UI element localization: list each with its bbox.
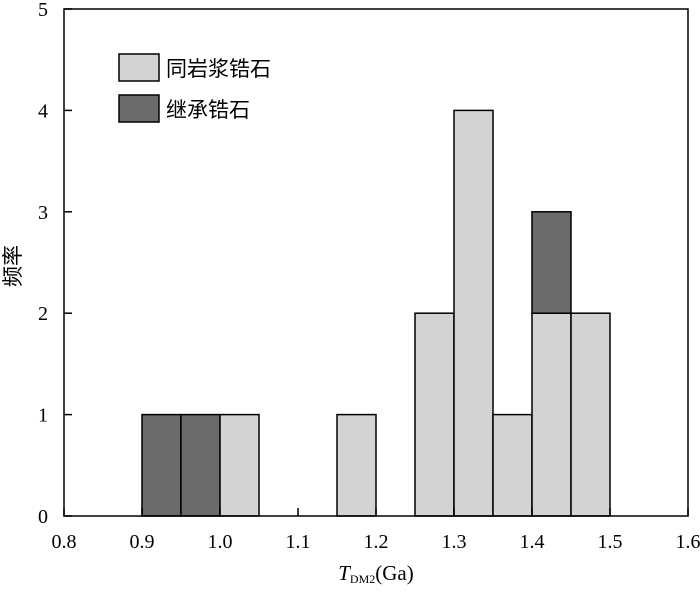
- bar-syn-magmatic-1.25: [414, 312, 455, 517]
- bar-inherited-0.90: [141, 413, 182, 517]
- bar-inherited-1.40: [531, 211, 572, 314]
- legend-swatch: [118, 94, 160, 123]
- legend-label: 同岩浆锆石: [166, 57, 271, 81]
- bar-syn-magmatic-1.15: [336, 413, 377, 517]
- legend-label: 继承锆石: [166, 98, 250, 122]
- bar-syn-magmatic-1.00: [219, 413, 260, 517]
- ticks-layer: 0.8 0.9 1.0 1.1 1.2 1.3 1.4 1.5 1.6 0 1 2 3 4 5: [38, 0, 700, 553]
- legend-swatch: [118, 53, 160, 82]
- x-axis-title: TDM2(Ga): [338, 561, 414, 586]
- y-tick-label: 4: [38, 100, 48, 122]
- y-tick-label: 3: [38, 202, 48, 224]
- x-tick-label: 1.4: [520, 531, 545, 553]
- x-tick-label: 1.2: [364, 531, 389, 553]
- bar-syn-magmatic-1.30: [453, 109, 494, 517]
- y-tick-label: 1: [38, 405, 48, 427]
- x-tick-label: 1.1: [286, 531, 311, 553]
- bar-syn-magmatic-1.35: [492, 413, 533, 517]
- x-axis-title-unit: (Ga): [375, 561, 413, 585]
- y-axis-title: 频率: [1, 245, 25, 287]
- y-tick-label: 0: [38, 506, 48, 528]
- y-tick-label: 2: [38, 303, 48, 325]
- bar-syn-magmatic-1.45: [570, 312, 611, 517]
- bar-inherited-0.95: [180, 413, 221, 517]
- bar-syn-magmatic-1.40: [531, 312, 572, 517]
- bars-layer: [141, 109, 611, 517]
- x-tick-label: 0.8: [52, 531, 77, 553]
- x-tick-label: 0.9: [130, 531, 155, 553]
- x-tick-label: 1.0: [208, 531, 233, 553]
- x-tick-label: 1.5: [598, 531, 623, 553]
- x-tick-label: 1.3: [442, 531, 467, 553]
- x-tick-label: 1.6: [676, 531, 700, 553]
- x-axis-title-subscript: DM2: [350, 572, 375, 586]
- x-axis-title-main: T: [338, 561, 351, 585]
- y-tick-label: 5: [38, 0, 48, 21]
